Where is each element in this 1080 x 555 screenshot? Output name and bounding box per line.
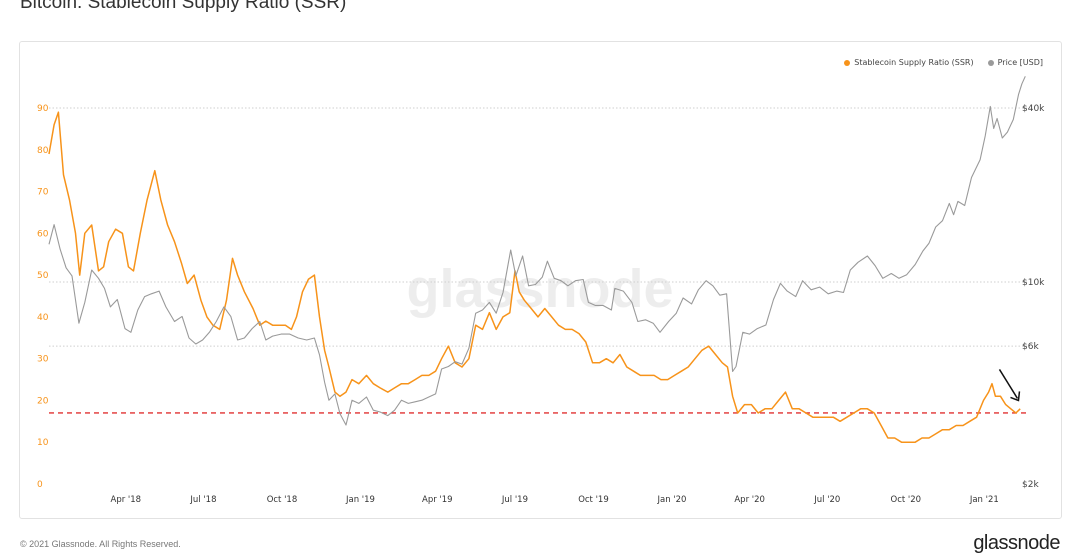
y-right-tick-label: $6k (1022, 342, 1039, 352)
x-tick-label: Apr '18 (111, 495, 142, 505)
x-tick-label: Jan '20 (656, 495, 686, 505)
annotation-arrow-shaft (998, 369, 1019, 399)
chart-watermark: glassnode (406, 259, 673, 319)
x-tick-label: Oct '19 (578, 495, 609, 505)
legend-swatch-ssr (844, 59, 851, 66)
y-right-tick-label: $40k (1022, 104, 1045, 114)
annotation-arrow-head (1010, 391, 1021, 402)
x-tick-label: Jul '20 (813, 495, 840, 505)
chart-legend: Stablecoin Supply Ratio (SSR) Price [USD… (844, 58, 1043, 67)
x-tick-label: Apr '20 (734, 495, 765, 505)
legend-item-price[interactable]: Price [USD] (987, 58, 1043, 67)
brand-logo: glassnode (973, 532, 1060, 554)
y-left-tick-label: 80 (37, 146, 49, 156)
price-series-line (48, 76, 1026, 426)
copyright-text: © 2021 Glassnode. All Rights Reserved. (20, 539, 181, 549)
y-left-tick-label: 40 (37, 313, 49, 323)
y-left-tick-label: 0 (37, 480, 43, 490)
x-tick-label: Oct '20 (891, 495, 922, 505)
ssr-series-line (48, 111, 1021, 443)
page-title: Bitcoin: Stablecoin Supply Ratio (SSR) (20, 0, 347, 13)
x-tick-label: Apr '19 (422, 495, 453, 505)
legend-label-ssr: Stablecoin Supply Ratio (SSR) (854, 58, 974, 67)
chart-card: Stablecoin Supply Ratio (SSR) Price [USD… (19, 41, 1062, 519)
y-right-tick-label: $10k (1022, 278, 1045, 288)
legend-swatch-price (987, 59, 994, 66)
x-tick-label: Jan '19 (345, 495, 375, 505)
y-left-tick-label: 60 (37, 229, 49, 239)
y-left-tick-label: 30 (37, 355, 49, 365)
x-tick-label: Jul '18 (189, 495, 216, 505)
y-right-tick-label: $2k (1022, 480, 1039, 490)
y-left-tick-label: 10 (37, 438, 49, 448)
y-left-tick-label: 70 (37, 188, 49, 198)
x-tick-label: Jul '19 (501, 495, 528, 505)
x-tick-label: Oct '18 (267, 495, 298, 505)
y-left-tick-label: 50 (37, 271, 49, 281)
x-tick-label: Jan '21 (969, 495, 999, 505)
legend-item-ssr[interactable]: Stablecoin Supply Ratio (SSR) (844, 58, 974, 67)
y-left-tick-label: 20 (37, 396, 49, 406)
y-left-tick-label: 90 (37, 104, 49, 114)
legend-label-price: Price [USD] (997, 58, 1043, 67)
